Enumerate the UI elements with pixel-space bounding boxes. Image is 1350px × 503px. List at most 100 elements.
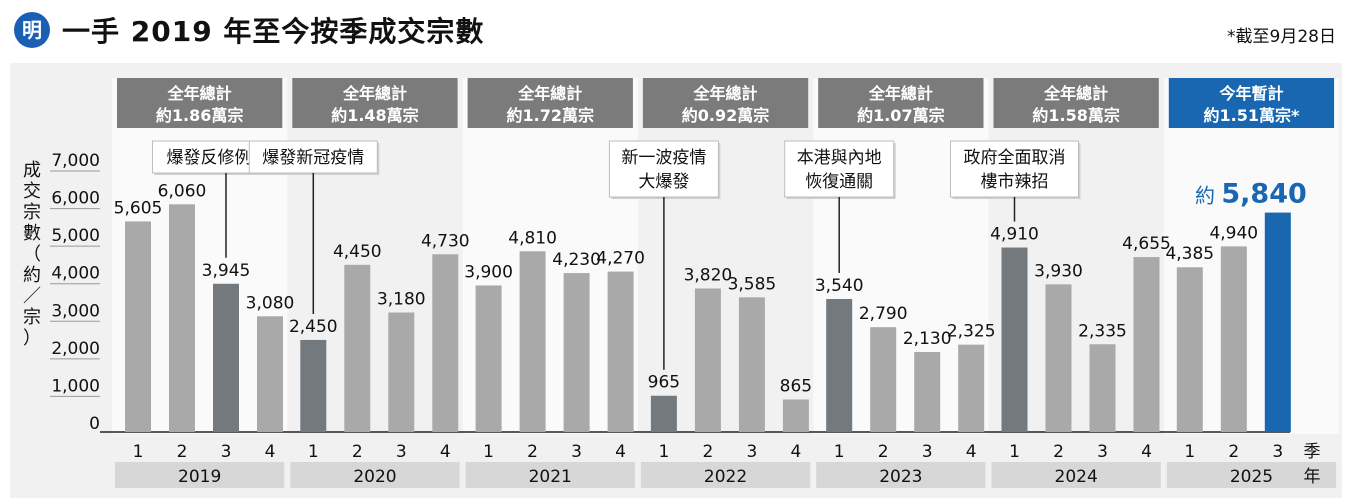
- annotation-box: [248, 140, 378, 174]
- year-total-heading: 全年總計: [1043, 84, 1108, 103]
- quarter-label: 3: [1272, 442, 1283, 462]
- year-total-heading: 全年總計: [868, 84, 933, 103]
- year-total-value: 約1.48萬宗: [331, 106, 418, 125]
- bar-2025-q1: [1176, 267, 1203, 432]
- value-label: 2,325: [947, 322, 996, 342]
- quarter-label: 4: [265, 442, 276, 462]
- quarter-label: 3: [922, 442, 933, 462]
- quarter-label: 1: [308, 442, 319, 462]
- annotation-text: 爆發新冠疫情: [262, 148, 364, 168]
- bar-2020-q2: [344, 264, 371, 432]
- bar-2023-q1: [826, 298, 853, 432]
- year-label: 2022: [704, 467, 747, 487]
- chart-title: 一手 2019 年至今按季成交宗數: [62, 15, 485, 48]
- bar-2021-q3: [563, 273, 590, 432]
- bar-2024-q4: [1133, 257, 1160, 432]
- value-label: 4,655: [1122, 234, 1171, 254]
- y-tick-label: 6,000: [51, 189, 100, 209]
- year-label: 2024: [1055, 467, 1098, 487]
- value-label-current: 約 5,840: [1195, 179, 1307, 210]
- quarter-label: 3: [1097, 442, 1108, 462]
- bar-2025-q2: [1220, 246, 1247, 432]
- value-label: 3,930: [1034, 261, 1083, 281]
- bar-2020-q3: [388, 312, 415, 432]
- value-label: 4,450: [333, 242, 382, 262]
- value-label: 3,820: [684, 265, 733, 285]
- bar-2025-q3: [1264, 212, 1291, 432]
- y-tick-label: 4,000: [51, 264, 100, 284]
- x-unit-label: 季: [1304, 442, 1321, 462]
- bar-2022-q1: [650, 395, 677, 432]
- bar-2021-q2: [519, 251, 546, 432]
- year-total-value: 約1.07萬宗: [857, 106, 944, 125]
- year-total-value: 約1.86萬宗: [156, 106, 243, 125]
- year-total-heading: 今年暫計: [1218, 84, 1283, 103]
- annotation-text: 大爆發: [638, 172, 689, 192]
- newspaper-logo: 明: [14, 12, 50, 48]
- y-axis-label-char: 約: [23, 265, 41, 286]
- year-total-box-2021: [467, 78, 633, 128]
- year-total-heading: 全年總計: [167, 84, 232, 103]
- y-tick-label: 3,000: [51, 301, 100, 321]
- year-label: 2023: [879, 467, 922, 487]
- value-label: 3,945: [202, 261, 251, 281]
- value-label: 4,810: [508, 228, 557, 248]
- bar-2019-q2: [169, 204, 195, 432]
- quarter-label: 1: [1009, 442, 1020, 462]
- annotation-text: 恢復通關: [805, 172, 873, 192]
- quarter-label: 3: [746, 442, 757, 462]
- value-label: 3,180: [377, 290, 426, 310]
- annotation-box: [608, 140, 719, 198]
- quarter-label: 1: [658, 442, 669, 462]
- y-axis-label-char: 宗: [23, 307, 41, 328]
- quarter-label: 4: [440, 442, 451, 462]
- quarter-label: 2: [527, 442, 538, 462]
- annotation-text: 政府全面取消: [964, 148, 1066, 168]
- y-tick-label: 0: [89, 414, 100, 434]
- year-total-box-2019: [117, 78, 283, 128]
- bar-2019-q1: [125, 221, 151, 432]
- year-total-box-2024: [993, 78, 1159, 128]
- annotation-text: 新一波疫情: [621, 148, 706, 168]
- quarter-label: 2: [1228, 442, 1239, 462]
- quarter-label: 2: [177, 442, 188, 462]
- bar-2024-q3: [1089, 344, 1116, 432]
- bar-2020-q4: [432, 254, 459, 432]
- value-label: 3,900: [464, 262, 513, 282]
- quarter-label: 1: [834, 442, 845, 462]
- quarter-label: 4: [1141, 442, 1152, 462]
- y-tick-label: 7,000: [51, 151, 100, 171]
- bar-2020-q1: [300, 339, 327, 432]
- bar-2022-q3: [738, 297, 765, 432]
- value-label: 3,585: [728, 274, 777, 294]
- year-label-box-2023: [816, 462, 986, 488]
- year-total-value: 約1.72萬宗: [507, 106, 594, 125]
- value-label: 4,230: [552, 250, 601, 270]
- quarter-label: 2: [352, 442, 363, 462]
- year-label: 2019: [178, 467, 221, 487]
- bar-2021-q4: [607, 271, 634, 432]
- year-label: 2021: [529, 467, 572, 487]
- value-label: 865: [780, 377, 812, 397]
- quarter-label: 1: [133, 442, 144, 462]
- year-total-value: 約0.92萬宗: [682, 106, 769, 125]
- year-total-heading: 全年總計: [342, 84, 407, 103]
- bar-2022-q2: [694, 288, 721, 432]
- year-label: 2025: [1230, 467, 1273, 487]
- annotation-text: 本港與內地: [797, 148, 882, 168]
- quarter-label: 3: [221, 442, 232, 462]
- value-label: 965: [648, 373, 680, 393]
- value-label: 2,130: [903, 329, 952, 349]
- header: 明 一手 2019 年至今按季成交宗數 *截至9月28日: [0, 0, 1350, 62]
- year-total-heading: 全年總計: [517, 84, 582, 103]
- annotation-box: [950, 140, 1079, 198]
- value-label: 2,335: [1078, 321, 1127, 341]
- y-axis-label-char: 成: [23, 160, 41, 181]
- year-label-box-2021: [465, 462, 635, 488]
- year-label-box-2024: [991, 462, 1161, 488]
- bar-2019-q4: [257, 316, 283, 432]
- quarter-label: 4: [615, 442, 626, 462]
